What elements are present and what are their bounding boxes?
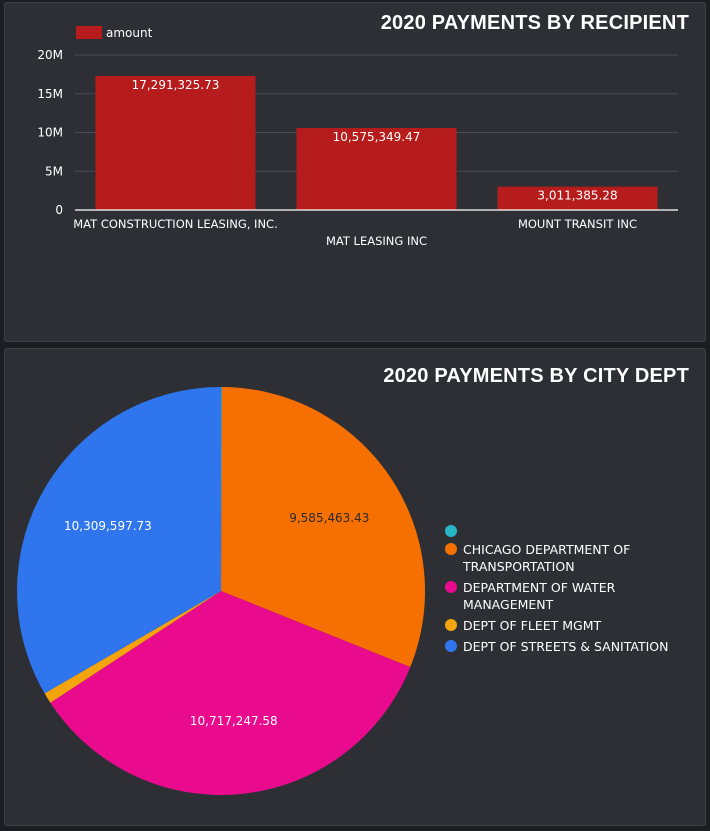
pie-chart-title: 2020 PAYMENTS BY CITY DEPT <box>383 365 689 387</box>
bar-chart: amount 0 5M 10M 15M 20M 17,291,325.73 MAT CONST… <box>37 26 678 248</box>
legend-color-dot <box>445 525 457 537</box>
x-tick-label: MAT CONSTRUCTION LEASING, INC. <box>73 217 277 231</box>
y-tick-label: 20M <box>37 48 63 62</box>
pie-slice <box>50 591 411 795</box>
legend-label: DEPARTMENT OF WATER MANAGEMENT <box>463 580 616 612</box>
y-tick-label: 15M <box>37 87 63 101</box>
legend-label: amount <box>106 26 153 40</box>
legend-swatch <box>76 26 102 39</box>
y-tick-label: 0 <box>55 203 63 217</box>
slice-value-label: 10,717,247.58 <box>190 714 278 728</box>
pie-slice <box>44 591 221 703</box>
legend-item <box>445 523 695 537</box>
pie-legend: CHICAGO DEPARTMENT OF TRANSPORTATION DEPA… <box>445 523 695 659</box>
legend-item: DEPT OF STREETS & SANITATION <box>445 638 695 655</box>
pie-slice <box>221 387 425 668</box>
payments-by-recipient-panel: 2020 PAYMENTS BY RECIPIENT amount 0 5M 10M 1… <box>4 2 706 342</box>
x-tick-label: MAT LEASING INC <box>326 234 427 248</box>
legend-color-dot <box>445 581 457 593</box>
legend-item: DEPARTMENT OF WATER MANAGEMENT <box>445 579 695 613</box>
bar-value-label: 17,291,325.73 <box>132 78 220 92</box>
pie-chart: 9,585,463.43 10,717,247.58 10,309,597.73 <box>16 386 425 795</box>
bar-value-label: 10,575,349.47 <box>333 130 421 144</box>
bar <box>497 186 658 210</box>
y-tick-label: 10M <box>37 126 63 140</box>
legend-label: CHICAGO DEPARTMENT OF TRANSPORTATION <box>463 542 631 574</box>
legend-label: DEPT OF STREETS & SANITATION <box>463 639 669 654</box>
x-tick-label: MOUNT TRANSIT INC <box>518 217 637 231</box>
pie-slice <box>16 387 222 694</box>
bar <box>296 128 457 210</box>
legend-color-dot <box>445 640 457 652</box>
bar-value-label: 3,011,385.28 <box>537 189 617 203</box>
bar-chart-title: 2020 PAYMENTS BY RECIPIENT <box>380 12 689 34</box>
legend-color-dot <box>445 543 457 555</box>
payments-by-dept-panel: 2020 PAYMENTS BY CITY DEPT 9,585,463.43 1… <box>4 348 706 826</box>
bar <box>95 75 256 211</box>
pie-slice <box>221 386 222 591</box>
legend-label: DEPT OF FLEET MGMT <box>463 618 602 633</box>
legend-item: CHICAGO DEPARTMENT OF TRANSPORTATION <box>445 541 695 575</box>
legend-item: DEPT OF FLEET MGMT <box>445 617 695 634</box>
slice-value-label: 10,309,597.73 <box>64 519 152 533</box>
slice-value-label: 9,585,463.43 <box>289 511 369 525</box>
legend-color-dot <box>445 619 457 631</box>
y-tick-label: 5M <box>45 164 63 178</box>
